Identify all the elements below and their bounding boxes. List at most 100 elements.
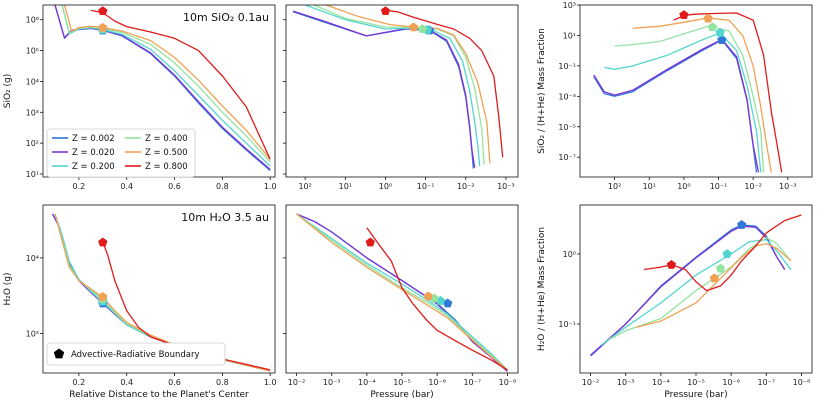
marker-legend-label: Advective-Radiative Boundary xyxy=(71,350,200,360)
x-tick-label: 1.0 xyxy=(264,378,277,387)
x-tick-label: 10⁻⁸ xyxy=(793,378,811,387)
series-line-z0.020 xyxy=(593,38,760,173)
x-tick-label: 10⁻³ xyxy=(617,378,635,387)
x-tick-label: 10⁻⁵ xyxy=(687,378,705,387)
y-tick-label: 10¹ xyxy=(26,170,39,179)
x-tick-label: 0.8 xyxy=(216,378,229,387)
x-tick-label: 10⁰ xyxy=(677,182,690,191)
y-tick-label: 10⁶ xyxy=(26,16,39,25)
x-tick-label: 10¹ xyxy=(339,182,352,191)
boundary-marker-z0.500 xyxy=(703,13,713,23)
series-group xyxy=(590,214,802,357)
x-tick-label: 10⁻² xyxy=(744,182,762,191)
panel-c: 10² 10¹ 10⁰ 10⁻¹ 10⁻² 10⁻³ 10⁻⁷ 10⁻⁵ 10⁻³ 10⁻¹ 10¹… xyxy=(537,1,813,191)
x-tick-label: 1.0 xyxy=(264,182,277,191)
x-tick-label: 10⁻⁶ xyxy=(428,378,446,387)
x-tick-label: 0.4 xyxy=(120,378,133,387)
y-tick-label: 10³ xyxy=(563,1,576,10)
panel-f: 10⁻² 10⁻³ 10⁻⁴ 10⁻⁵ 10⁻⁶ 10⁻⁷ 10⁻⁸ 10⁻¹ 10⁰ H₂O /… xyxy=(537,204,813,400)
boundary-marker-z0.500 xyxy=(423,291,433,301)
series-line-z0.400 xyxy=(608,237,792,341)
x-tick-label: 10⁰ xyxy=(379,182,392,191)
boundary-marker-z0.800 xyxy=(679,10,689,19)
boundary-marker-legend-icon xyxy=(53,348,65,359)
x-tick-label: 10⁻⁸ xyxy=(499,378,517,387)
boundary-marker-z0.800 xyxy=(666,259,677,269)
y-tick-label: 10⁻⁵ xyxy=(558,123,576,132)
series-legend: Z = 0.002 Z = 0.020 Z = 0.200 Z = 0.400 Z = … xyxy=(46,128,196,178)
x-tick-label: 10⁻³ xyxy=(779,182,797,191)
series-group xyxy=(54,5,271,171)
x-axis-label: Relative Distance to the Planet's Center xyxy=(69,390,249,400)
x-tick-label: 0.6 xyxy=(168,182,181,191)
series-line-z0.500 xyxy=(296,213,508,371)
legend-label-z0.400: Z = 0.400 xyxy=(145,134,188,144)
marker-legend-box xyxy=(46,342,226,366)
boundary-marker-z0.002 xyxy=(737,219,747,229)
panel-b: 10² 10¹ 10⁰ 10⁻¹ 10⁻² 10⁻³ xyxy=(283,4,519,191)
y-axis-label: SiO₂ (g) xyxy=(3,74,13,109)
panel-title: 10m SiO₂ 0.1au xyxy=(183,11,269,24)
boundary-marker-z0.002 xyxy=(717,35,727,44)
x-tick-label: 10⁻¹ xyxy=(710,182,728,191)
series-line-z0.020 xyxy=(54,5,271,170)
plot-frame xyxy=(42,204,276,374)
x-tick-label: 10⁻³ xyxy=(323,378,341,387)
series-line-z0.800 xyxy=(90,9,271,160)
boundary-marker-z0.400 xyxy=(707,22,718,32)
y-tick-label: 10⁻³ xyxy=(558,92,576,101)
series-line-z0.800 xyxy=(673,12,783,173)
x-tick-label: 0.8 xyxy=(216,182,229,191)
x-tick-label: 10⁻² xyxy=(288,378,306,387)
series-line-z0.002 xyxy=(593,39,758,173)
y-axis-label: SiO₂ / (H+He) Mass Fraction xyxy=(537,28,547,154)
marker-legend: Advective-Radiative Boundary xyxy=(46,342,226,366)
x-tick-label: 10¹ xyxy=(643,182,656,191)
x-tick-label: 0.2 xyxy=(73,378,86,387)
boundary-marker-z0.800 xyxy=(380,6,391,16)
y-tick-label: 10⁻¹ xyxy=(558,320,576,329)
series-group xyxy=(593,10,783,173)
series-line-z0.800 xyxy=(102,242,271,371)
series-line-z0.500 xyxy=(325,5,491,164)
y-tick-label: 10² xyxy=(26,139,39,148)
panel-title: 10m H₂O 3.5 au xyxy=(181,211,269,224)
series-group xyxy=(292,5,504,169)
x-tick-label: 10⁻⁴ xyxy=(652,378,670,387)
series-group xyxy=(296,213,508,372)
legend-label-z0.200: Z = 0.200 xyxy=(72,162,115,172)
legend-label-z0.020: Z = 0.020 xyxy=(72,148,115,158)
y-tick-label: 10⁻¹ xyxy=(558,62,576,71)
x-tick-label: 10⁻⁶ xyxy=(722,378,740,387)
y-tick-label: 10⁰ xyxy=(563,250,576,259)
boundary-marker-z0.500 xyxy=(98,22,108,32)
x-tick-label: 10² xyxy=(608,182,621,191)
x-tick-label: 0.2 xyxy=(73,182,86,191)
y-tick-label: 10³ xyxy=(26,329,39,338)
x-tick-label: 0.6 xyxy=(168,378,181,387)
x-tick-label: 10⁻¹ xyxy=(417,182,435,191)
x-tick-label: 10² xyxy=(298,182,311,191)
panel-e: 10⁻² 10⁻³ 10⁻⁴ 10⁻⁵ 10⁻⁶ 10⁻⁷ 10⁻⁸ Pressure (ba… xyxy=(283,204,519,400)
series-line-z0.400 xyxy=(61,5,271,163)
series-line-z0.020 xyxy=(292,10,476,168)
legend-box xyxy=(46,128,196,178)
plot-frame xyxy=(579,204,813,374)
legend-label-z0.500: Z = 0.500 xyxy=(145,148,188,158)
y-tick-label: 10¹ xyxy=(563,31,576,40)
boundary-marker-z0.500 xyxy=(709,273,719,283)
series-line-z0.500 xyxy=(63,5,271,160)
series-line-z0.400 xyxy=(614,25,765,173)
panel-d: 0.2 0.4 0.6 0.8 1.0 10³ 10⁴ H₂O (g) Relative Dis… xyxy=(3,204,277,400)
series-line-z0.500 xyxy=(636,243,792,328)
series-line-z0.020 xyxy=(590,225,786,356)
x-tick-label: 0.4 xyxy=(120,182,133,191)
series-line-z0.800 xyxy=(366,227,508,371)
plot-frame xyxy=(285,4,519,178)
boundary-marker-z0.400 xyxy=(417,24,428,33)
y-tick-label: 10³ xyxy=(26,108,39,117)
plot-frame xyxy=(579,4,813,178)
x-axis-label: Pressure (bar) xyxy=(370,390,433,400)
boundary-marker-z0.800 xyxy=(98,237,108,247)
